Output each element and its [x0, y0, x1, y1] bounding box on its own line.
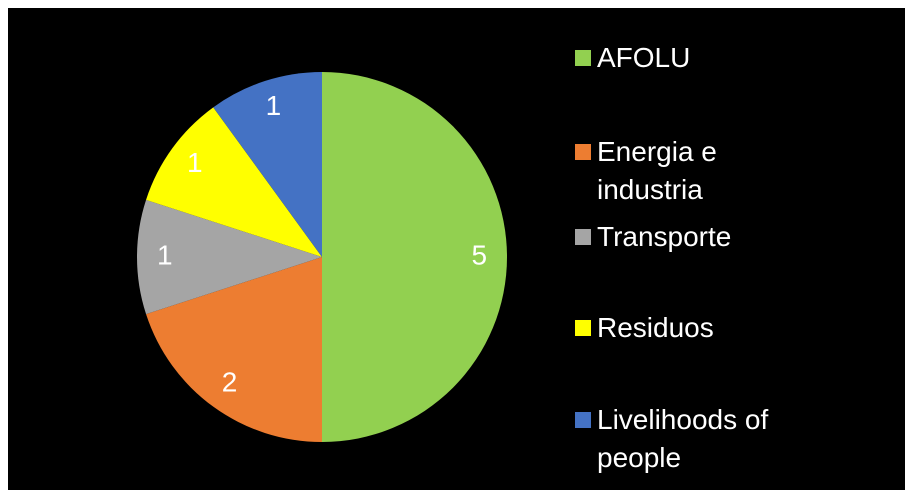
data-label: 1	[187, 147, 203, 178]
legend-item: AFOLU	[575, 39, 815, 77]
legend-label: Livelihoods of people	[597, 404, 769, 473]
legend-swatch	[575, 144, 591, 160]
data-label: 1	[266, 90, 282, 121]
legend-item: Livelihoods of people	[575, 401, 815, 477]
legend-swatch	[575, 229, 591, 245]
legend-label: Energia e industria	[597, 136, 717, 205]
legend-swatch	[575, 50, 591, 66]
pie-slice	[146, 257, 322, 442]
legend-swatch	[575, 412, 591, 428]
legend-item: Residuos	[575, 309, 815, 347]
data-label: 2	[222, 367, 238, 398]
data-label: 1	[157, 239, 173, 270]
legend-item: Transporte	[575, 218, 815, 256]
pie-slice	[322, 72, 507, 442]
legend-swatch	[575, 320, 591, 336]
pie-slice	[213, 72, 322, 257]
pie-slice	[137, 199, 322, 315]
legend-label: Residuos	[597, 312, 714, 343]
legend-label: AFOLU	[597, 42, 691, 73]
data-label: 5	[471, 239, 487, 270]
legend-item: Energia e industria	[575, 133, 815, 209]
legend-label: Transporte	[597, 221, 732, 252]
pie-slice	[146, 107, 322, 258]
